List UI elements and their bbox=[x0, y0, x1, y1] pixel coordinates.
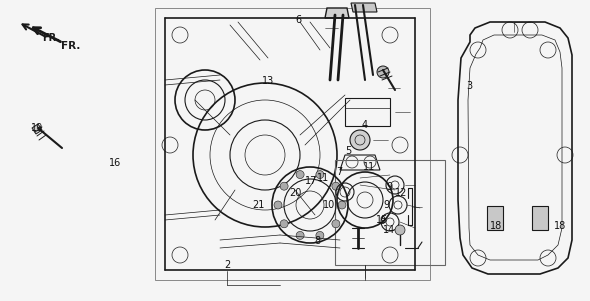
Text: 12: 12 bbox=[395, 188, 407, 198]
Polygon shape bbox=[325, 8, 349, 18]
Text: 7: 7 bbox=[336, 166, 342, 177]
Circle shape bbox=[377, 66, 389, 78]
Text: 20: 20 bbox=[289, 188, 301, 198]
Circle shape bbox=[296, 171, 304, 178]
Text: FR.: FR. bbox=[61, 41, 80, 51]
Text: FR.: FR. bbox=[42, 33, 60, 43]
Circle shape bbox=[296, 231, 304, 239]
Circle shape bbox=[332, 220, 340, 228]
Text: 16: 16 bbox=[109, 157, 121, 168]
Text: 15: 15 bbox=[376, 215, 388, 225]
Text: 21: 21 bbox=[253, 200, 264, 210]
Polygon shape bbox=[351, 3, 377, 12]
Text: 9: 9 bbox=[386, 182, 392, 192]
Circle shape bbox=[316, 231, 324, 239]
Text: 19: 19 bbox=[31, 123, 42, 133]
Text: 4: 4 bbox=[362, 120, 368, 130]
Text: 2: 2 bbox=[224, 260, 230, 270]
Text: 13: 13 bbox=[263, 76, 274, 86]
Bar bbox=[532, 206, 548, 230]
Text: 11: 11 bbox=[317, 172, 329, 183]
Text: 10: 10 bbox=[323, 200, 335, 210]
Circle shape bbox=[280, 182, 288, 190]
Bar bbox=[345, 98, 390, 126]
Circle shape bbox=[280, 220, 288, 228]
Bar bbox=[155, 8, 430, 280]
Circle shape bbox=[338, 201, 346, 209]
Text: 18: 18 bbox=[555, 221, 566, 231]
Circle shape bbox=[274, 201, 282, 209]
Polygon shape bbox=[32, 124, 42, 134]
Text: 9: 9 bbox=[379, 216, 385, 226]
Text: 14: 14 bbox=[384, 225, 395, 235]
Text: 5: 5 bbox=[345, 145, 351, 156]
Text: 3: 3 bbox=[466, 81, 472, 91]
Circle shape bbox=[316, 171, 324, 178]
Text: 9: 9 bbox=[384, 200, 389, 210]
Text: 11: 11 bbox=[363, 162, 375, 172]
Text: 6: 6 bbox=[295, 14, 301, 25]
Bar bbox=[335, 160, 445, 265]
Circle shape bbox=[350, 130, 370, 150]
Circle shape bbox=[395, 225, 405, 235]
Text: 17: 17 bbox=[306, 175, 317, 186]
Text: 8: 8 bbox=[314, 236, 320, 246]
Circle shape bbox=[332, 182, 340, 190]
Text: 18: 18 bbox=[490, 221, 502, 231]
Bar bbox=[487, 206, 503, 230]
